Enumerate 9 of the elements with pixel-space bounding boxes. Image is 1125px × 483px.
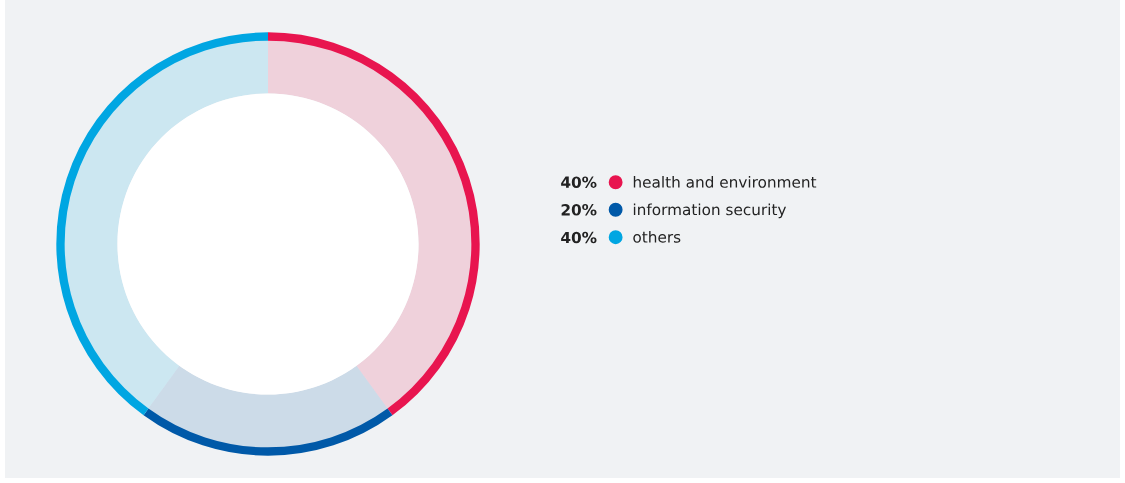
donut-slice [62,38,268,411]
donut-slice [146,365,390,450]
data-label: 40% [561,231,597,244]
legend-label: information security [633,203,787,219]
donut-slice [268,38,474,411]
legend-label: others [633,230,681,243]
legend-label: health and environment [633,176,817,188]
data-label: 40% [561,176,597,188]
data-label: 20% [561,204,597,216]
